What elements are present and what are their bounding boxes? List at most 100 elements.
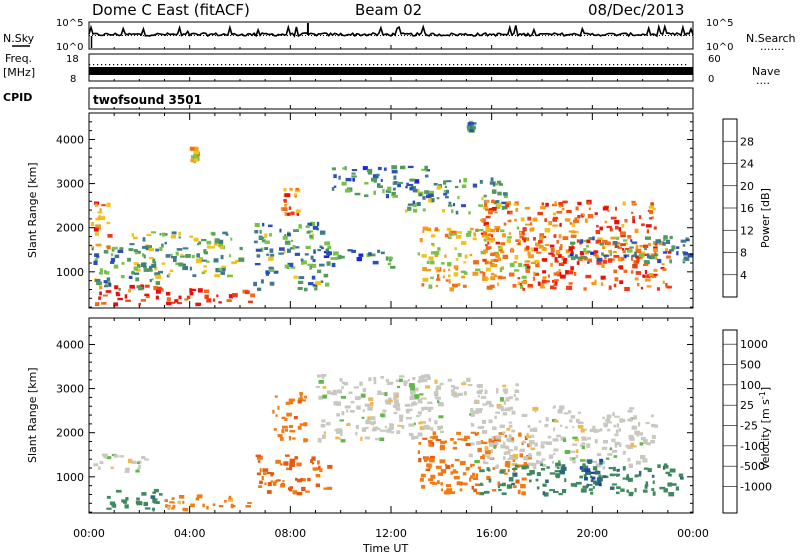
scatter-cell bbox=[552, 216, 559, 220]
scatter-cell bbox=[105, 290, 112, 293]
scatter-cell bbox=[393, 411, 398, 415]
scatter-cell bbox=[433, 391, 439, 396]
scatter-cell bbox=[633, 415, 638, 420]
scatter-cell bbox=[312, 233, 315, 236]
scatter-cell bbox=[549, 472, 555, 475]
nave-dot bbox=[525, 64, 527, 66]
scatter-cell bbox=[678, 473, 684, 478]
scatter-cell bbox=[290, 266, 296, 269]
scatter-cell bbox=[472, 237, 477, 241]
scatter-cell bbox=[496, 180, 502, 184]
scatter-cell bbox=[159, 287, 163, 291]
scatter-cell bbox=[339, 255, 345, 259]
scatter-cell bbox=[489, 442, 495, 447]
scatter-cell bbox=[453, 203, 456, 207]
scatter-cell bbox=[238, 257, 245, 262]
scatter-cell bbox=[152, 491, 156, 494]
scatter-cell bbox=[617, 256, 622, 261]
scatter-cell bbox=[341, 381, 345, 385]
scatter-cell bbox=[284, 234, 287, 237]
scatter-cell bbox=[279, 437, 284, 441]
scatter-cell bbox=[489, 261, 493, 265]
scatter-cell bbox=[419, 412, 422, 416]
scatter-cell bbox=[193, 158, 199, 162]
scatter-cell bbox=[308, 282, 314, 286]
scatter-cell bbox=[531, 462, 537, 467]
scatter-cell bbox=[357, 396, 362, 400]
scatter-cell bbox=[537, 211, 543, 216]
scatter-cell bbox=[443, 180, 447, 185]
scatter-cell bbox=[95, 278, 101, 283]
scatter-cell bbox=[499, 483, 505, 487]
nave-dot bbox=[177, 64, 179, 66]
scatter-cell bbox=[640, 436, 646, 441]
scatter-cell bbox=[459, 179, 462, 183]
nave-dot bbox=[325, 64, 327, 66]
scatter-cell bbox=[410, 402, 414, 407]
scatter-cell bbox=[364, 181, 369, 185]
scatter-cell bbox=[96, 255, 100, 259]
scatter-cell bbox=[297, 425, 302, 430]
scatter-cell bbox=[247, 502, 252, 504]
scatter-cell bbox=[437, 400, 440, 403]
scatter-cell bbox=[542, 276, 547, 280]
scatter-cell bbox=[441, 262, 445, 265]
scatter-cell bbox=[503, 456, 506, 460]
scatter-cell bbox=[650, 202, 654, 206]
scatter-cell bbox=[155, 295, 159, 300]
scatter-cell bbox=[436, 186, 441, 189]
scatter-cell bbox=[479, 179, 483, 184]
scatter-cell bbox=[262, 222, 265, 227]
scatter-cell bbox=[305, 490, 310, 493]
scatter-cell bbox=[111, 248, 115, 252]
scatter-cell bbox=[131, 460, 137, 464]
nave-dot bbox=[305, 64, 307, 66]
scatter-cell bbox=[602, 475, 607, 479]
nave-dot bbox=[409, 64, 411, 66]
scatter-cell bbox=[131, 271, 136, 275]
scatter-cell bbox=[127, 257, 131, 262]
scatter-cell bbox=[581, 442, 586, 446]
y-tick-label: 2000 bbox=[56, 222, 84, 235]
scatter-cell bbox=[90, 222, 94, 227]
scatter-cell bbox=[169, 269, 174, 272]
scatter-cell bbox=[545, 202, 549, 207]
scatter-cell bbox=[621, 257, 625, 261]
scatter-cell bbox=[317, 374, 322, 378]
nave-dot bbox=[433, 64, 435, 66]
scatter-cell bbox=[339, 378, 343, 382]
scatter-cell bbox=[627, 457, 631, 462]
scatter-cell bbox=[553, 234, 557, 238]
scatter-cell bbox=[648, 217, 653, 220]
scatter-cell bbox=[309, 237, 314, 240]
scatter-cell bbox=[581, 438, 588, 441]
scatter-cell bbox=[444, 463, 448, 467]
scatter-cell bbox=[95, 224, 101, 229]
scatter-cell bbox=[154, 266, 158, 271]
scatter-cell bbox=[642, 489, 648, 493]
scatter-cell bbox=[469, 129, 474, 132]
nave-dot bbox=[405, 64, 407, 66]
scatter-cell bbox=[288, 436, 292, 441]
nave-dot bbox=[605, 64, 607, 66]
scatter-cell bbox=[591, 460, 598, 463]
scatter-cell bbox=[553, 272, 560, 276]
scatter-cell bbox=[616, 468, 620, 472]
scatter-cell bbox=[379, 429, 386, 432]
scatter-cell bbox=[392, 194, 398, 198]
scatter-cell bbox=[555, 279, 558, 285]
scatter-cell bbox=[285, 454, 290, 457]
scatter-cell bbox=[307, 222, 313, 227]
scatter-cell bbox=[170, 256, 177, 259]
cpid-panel: CPID twofsound 3501 bbox=[3, 87, 694, 110]
scatter-cell bbox=[572, 459, 576, 464]
scatter-cell bbox=[438, 415, 444, 419]
scatter-cell bbox=[294, 456, 299, 460]
nave-dot bbox=[533, 64, 535, 66]
scatter-cell bbox=[558, 269, 561, 272]
scatter-cell bbox=[356, 405, 361, 410]
scatter-cell bbox=[481, 196, 484, 201]
scatter-cell bbox=[596, 257, 603, 262]
scatter-cell bbox=[634, 487, 637, 493]
scatter-cell bbox=[366, 168, 373, 173]
